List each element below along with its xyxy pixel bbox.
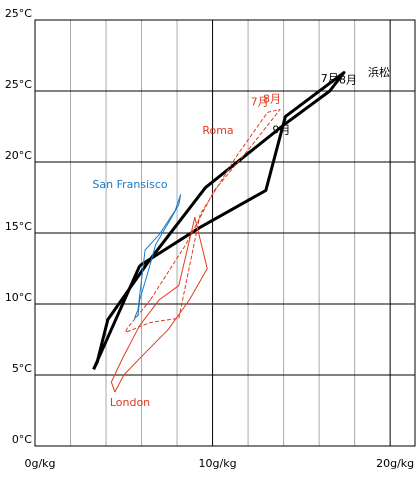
series-line-close — [126, 299, 151, 329]
y-tick-label: 20°C — [5, 149, 32, 162]
series-line-close — [92, 265, 142, 370]
month-label: 8月 — [339, 74, 357, 87]
series-line — [110, 216, 208, 393]
series-line — [133, 194, 182, 319]
series-name: 浜松 — [368, 65, 390, 79]
month-label: 7月 — [321, 72, 339, 85]
series-line-close — [114, 374, 125, 393]
series-name: San Fransisco — [92, 178, 168, 191]
y-tick-label: 5°C — [12, 362, 32, 375]
series-name: Roma — [202, 124, 233, 137]
series-line — [125, 108, 281, 333]
y-tick-label: 0°C — [12, 433, 32, 446]
x-tick-label: 20g/kg — [376, 457, 414, 470]
y-tick-label: 10°C — [5, 291, 32, 304]
x-tick-label: 10g/kg — [199, 457, 237, 470]
plot-frame — [34, 19, 416, 447]
month-label: 9月 — [272, 124, 290, 137]
month-label: 8月 — [263, 92, 281, 105]
x-tick-label: 0g/kg — [24, 457, 55, 470]
series-line — [92, 71, 346, 370]
series-line-close — [134, 314, 139, 319]
y-tick-label: 25°C — [5, 7, 32, 20]
y-tick-label: 15°C — [5, 220, 32, 233]
month-label: 7月 — [251, 95, 269, 108]
y-tick-label: 25°C — [5, 78, 32, 91]
series-name: London — [110, 396, 150, 409]
